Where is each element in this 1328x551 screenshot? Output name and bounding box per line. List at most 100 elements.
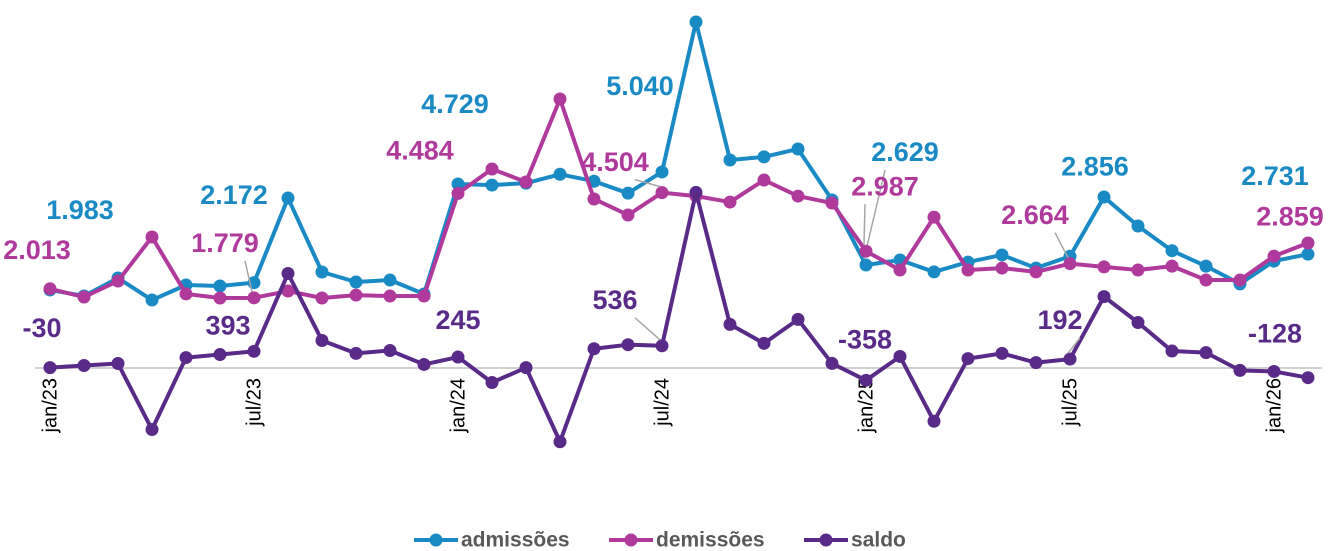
marker: [689, 185, 703, 199]
marker: [1301, 371, 1315, 385]
marker: [281, 191, 295, 205]
marker: [553, 92, 567, 106]
x-tick-label: jul/23: [243, 378, 265, 427]
legend-label: saldo: [851, 529, 906, 551]
marker: [417, 289, 431, 303]
marker: [995, 261, 1009, 275]
marker: [349, 275, 363, 289]
leader-line: [863, 169, 886, 260]
marker: [723, 195, 737, 209]
marker: [315, 334, 329, 348]
marker: [519, 361, 533, 375]
marker: [723, 317, 737, 331]
marker: [417, 357, 431, 371]
data-label: 4.484: [386, 136, 454, 166]
marker: [451, 177, 465, 191]
marker: [859, 258, 873, 272]
marker: [383, 273, 397, 287]
marker: [723, 153, 737, 167]
data-label: 393: [205, 310, 250, 340]
marker: [485, 376, 499, 390]
legend-marker: [624, 533, 638, 547]
data-label: 4.729: [421, 89, 489, 119]
leader-line: [1067, 337, 1081, 354]
marker: [179, 287, 193, 301]
marker: [485, 178, 499, 192]
marker: [553, 167, 567, 181]
marker: [587, 192, 601, 206]
marker: [995, 346, 1009, 360]
marker: [77, 358, 91, 372]
marker: [621, 186, 635, 200]
marker: [213, 291, 227, 305]
marker: [757, 336, 771, 350]
x-tick-label: jan/23: [39, 378, 61, 434]
marker: [77, 290, 91, 304]
marker: [1301, 247, 1315, 261]
marker: [621, 338, 635, 352]
marker: [621, 208, 635, 222]
marker: [145, 293, 159, 307]
leader-line: [244, 260, 253, 292]
data-label: 536: [592, 285, 637, 315]
legend-item: admissões: [414, 529, 570, 551]
marker: [961, 263, 975, 277]
data-label: 2.856: [1061, 151, 1129, 181]
marker: [587, 342, 601, 356]
marker: [1097, 260, 1111, 274]
legend-item: demissões: [609, 529, 765, 551]
marker: [893, 349, 907, 363]
marker: [145, 423, 159, 437]
marker: [145, 230, 159, 244]
leader-line: [863, 204, 866, 246]
marker: [689, 15, 703, 29]
data-label: 5.040: [606, 71, 674, 101]
x-tick-label: jan/26: [1263, 378, 1285, 434]
series-line: [49, 19, 1309, 303]
marker: [927, 265, 941, 279]
marker: [1267, 249, 1281, 263]
marker: [1165, 344, 1179, 358]
x-tick-label: jul/24: [651, 378, 673, 427]
marker: [1097, 190, 1111, 204]
data-label: 245: [435, 305, 480, 335]
marker: [791, 142, 805, 156]
x-tick-label: jul/25: [1059, 378, 1081, 427]
marker: [961, 352, 975, 366]
leader-line: [634, 317, 661, 341]
data-label: 2.172: [200, 180, 268, 210]
marker: [859, 373, 873, 387]
marker: [247, 344, 261, 358]
legend-marker: [429, 533, 443, 547]
marker: [1199, 259, 1213, 273]
marker: [859, 244, 873, 258]
marker: [1233, 273, 1247, 287]
marker: [349, 288, 363, 302]
data-label: -128: [1248, 319, 1302, 349]
marker: [1199, 273, 1213, 287]
marker: [281, 267, 295, 281]
leader-line: [1054, 232, 1069, 259]
data-label: 2.731: [1241, 161, 1309, 191]
x-tick-label: jan/24: [447, 378, 469, 434]
marker: [1029, 265, 1043, 279]
marker: [1131, 219, 1145, 233]
marker: [383, 343, 397, 357]
legend-label: demissões: [656, 529, 765, 551]
marker: [757, 150, 771, 164]
legend-label: admissões: [461, 529, 570, 551]
marker: [995, 248, 1009, 262]
data-label: -30: [22, 313, 61, 343]
marker: [1131, 315, 1145, 329]
data-label: 4.504: [581, 147, 649, 177]
marker: [893, 263, 907, 277]
data-label: -358: [838, 324, 892, 354]
marker: [927, 210, 941, 224]
series-line: [49, 190, 1309, 444]
marker: [1063, 352, 1077, 366]
data-label: 192: [1037, 305, 1082, 335]
marker: [213, 348, 227, 362]
marker: [1063, 257, 1077, 271]
marker: [451, 186, 465, 200]
